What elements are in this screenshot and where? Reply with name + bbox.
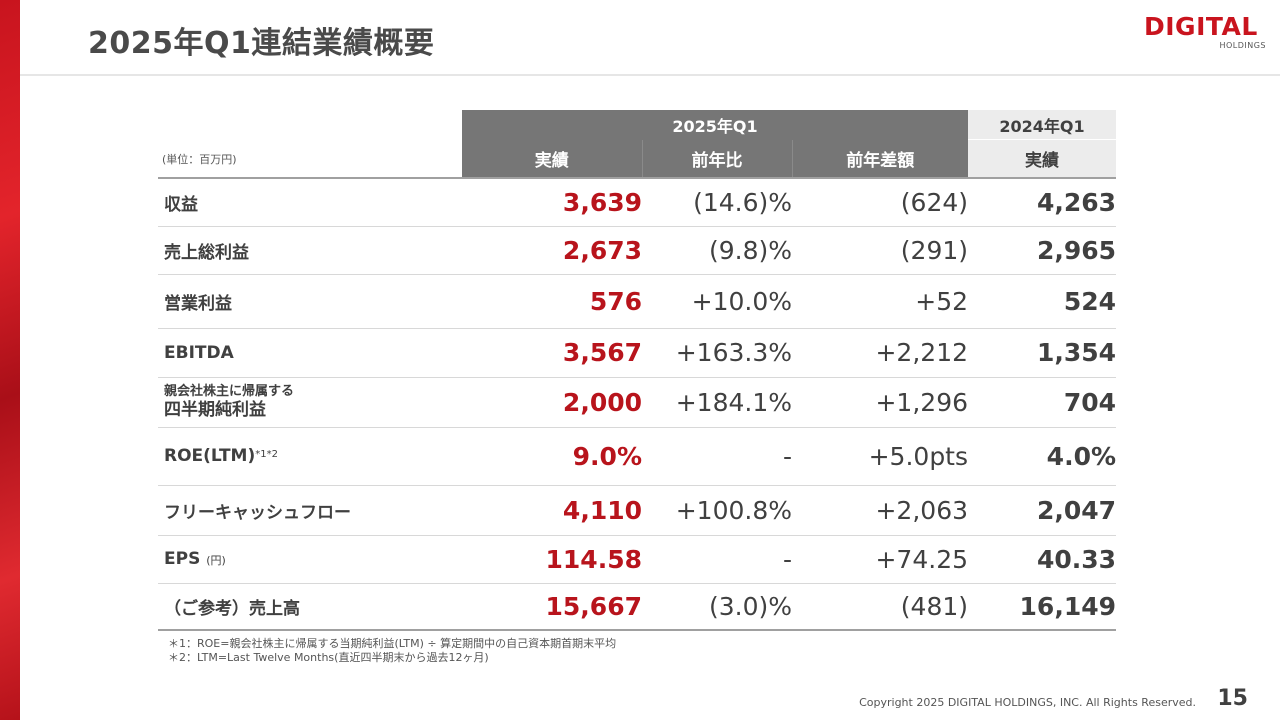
current-value: 2,000: [562, 387, 642, 417]
yoy-value: +100.8%: [675, 495, 792, 525]
prev-value: 704: [1063, 387, 1117, 417]
prev-value: 524: [1063, 286, 1117, 316]
footnotes: ＊1：ROE=親会社株主に帰属する当期純利益(LTM) ÷ 算定期間中の自己資本…: [168, 637, 616, 665]
row-label: ROE(LTM)*1*2: [158, 427, 462, 485]
row-label: 収益: [164, 194, 198, 215]
copyright-text: Copyright 2025 DIGITAL HOLDINGS, INC. Al…: [859, 696, 1196, 709]
yoy-value: +163.3%: [675, 338, 792, 367]
footnote-ref: *1*2: [255, 449, 278, 460]
prev-value: 4.0%: [1046, 441, 1117, 471]
header-col-actual: 実績: [462, 139, 642, 178]
row-label-line2: 四半期純利益: [164, 399, 266, 420]
prev-value: 40.33: [1036, 544, 1117, 574]
prev-value: 2,965: [1036, 235, 1117, 265]
row-label-line1: 親会社株主に帰属する: [164, 383, 295, 399]
yoy-value: (14.6)%: [693, 187, 792, 217]
yoy-value: (3.0)%: [708, 591, 792, 621]
row-label: EPS (円): [158, 535, 462, 583]
diff-value: +74.25: [875, 544, 969, 574]
prev-value: 1,354: [1036, 338, 1117, 367]
table-row: 営業利益 576 +10.0% +52 524: [158, 274, 1117, 328]
header-blank: [158, 140, 462, 179]
footnote-1: ＊1：ROE=親会社株主に帰属する当期純利益(LTM) ÷ 算定期間中の自己資本…: [168, 637, 617, 650]
footnote-2: ＊2：LTM=Last Twelve Months(直近四半期末から過去12ヶ月…: [168, 651, 489, 664]
table-row: EPS (円) 114.58 - +74.25 40.33: [158, 535, 1117, 583]
header-col-yoy: 前年比: [641, 139, 792, 178]
diff-value: +5.0pts: [868, 441, 969, 471]
prev-value: 4,263: [1036, 187, 1117, 217]
company-logo: DIGITAL HOLDINGS: [1144, 14, 1266, 56]
row-label-text: ROE(LTM): [164, 446, 256, 466]
table-row: フリーキャッシュフロー 4,110 +100.8% +2,063 2,047: [158, 485, 1117, 535]
row-label: 売上総利益: [164, 242, 249, 263]
row-label-text: EPS: [164, 549, 201, 569]
logo-text: DIGITAL: [1144, 12, 1258, 41]
header-col-prev-actual: 実績: [968, 139, 1117, 178]
diff-value: +1,296: [875, 387, 969, 417]
row-label: （ご参考）売上高: [164, 598, 300, 619]
yoy-value: +184.1%: [675, 387, 792, 417]
table-row: （ご参考）売上高 15,667 (3.0)% (481) 16,149: [158, 583, 1117, 630]
table-row: ROE(LTM)*1*2 9.0% - +5.0pts 4.0%: [158, 427, 1117, 485]
diff-value: +2,212: [875, 338, 969, 367]
header-group-current: 2025年Q1: [462, 110, 969, 140]
row-label: 営業利益: [164, 293, 232, 314]
left-accent-bar: [0, 0, 20, 720]
table-row: 親会社株主に帰属する 四半期純利益 2,000 +184.1% +1,296 7…: [158, 377, 1117, 427]
diff-value: +52: [915, 286, 969, 316]
table-row: 売上総利益 2,673 (9.8)% (291) 2,965: [158, 226, 1117, 274]
header-group-prev: 2024年Q1: [968, 110, 1117, 140]
prev-value: 2,047: [1036, 495, 1117, 525]
current-value: 9.0%: [572, 441, 642, 471]
diff-value: (624): [900, 187, 969, 217]
current-value: 15,667: [545, 591, 642, 621]
yoy-value: (9.8)%: [708, 235, 792, 265]
current-value: 114.58: [545, 544, 642, 574]
financial-summary-table: 2025年Q1 2024年Q1 実績 前年比 前年差額 実績 収益 3,639 …: [158, 110, 1117, 631]
table-row: EBITDA 3,567 +163.3% +2,212 1,354: [158, 328, 1117, 377]
yoy-value: +10.0%: [691, 286, 792, 316]
yoy-value: -: [782, 544, 792, 574]
current-value: 3,639: [562, 187, 642, 217]
page-number: 15: [1217, 686, 1248, 711]
yoy-value: -: [782, 441, 792, 471]
page-title: 2025年Q1連結業績概要: [88, 26, 435, 61]
diff-value: (481): [900, 591, 969, 621]
row-label: EBITDA: [164, 342, 234, 363]
current-value: 4,110: [562, 495, 642, 525]
logo-subtext: HOLDINGS: [1219, 41, 1266, 50]
current-value: 3,567: [562, 338, 642, 367]
header-col-diff: 前年差額: [791, 139, 969, 178]
row-label: フリーキャッシュフロー: [164, 502, 351, 523]
diff-value: +2,063: [875, 495, 969, 525]
current-value: 576: [589, 286, 642, 316]
prev-value: 16,149: [1019, 591, 1117, 621]
current-value: 2,673: [562, 235, 642, 265]
unit-yen: (円): [206, 554, 226, 567]
header-blank: [158, 110, 462, 140]
diff-value: (291): [900, 235, 969, 265]
unit-label: (単位：百万円): [162, 153, 237, 166]
header-divider: [20, 74, 1280, 76]
table-row: 収益 3,639 (14.6)% (624) 4,263: [158, 178, 1117, 226]
row-label: 親会社株主に帰属する 四半期純利益: [158, 377, 462, 427]
